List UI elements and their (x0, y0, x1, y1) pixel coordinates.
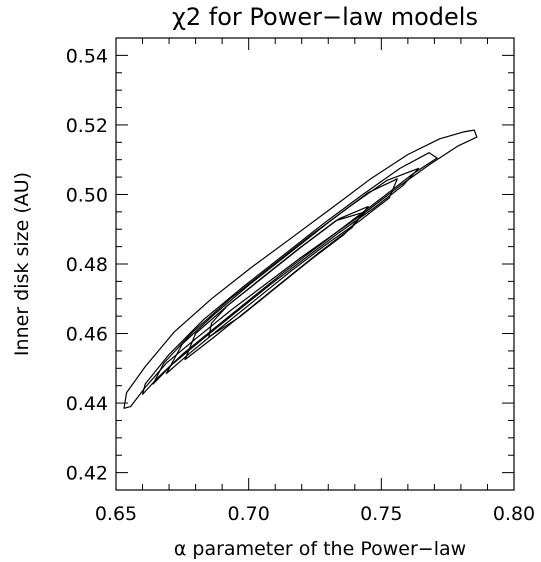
y-tick-label: 0.52 (66, 115, 108, 137)
y-axis-label: Inner disk size (AU) (11, 172, 33, 356)
x-tick-label: 0.65 (95, 503, 137, 525)
contour-level-3 (152, 167, 420, 385)
contour-level-1 (123, 129, 478, 409)
x-tick-label: 0.70 (228, 503, 270, 525)
plot-frame (115, 37, 515, 491)
x-axis-label: α parameter of the Power−law (174, 538, 466, 560)
y-tick-label: 0.42 (66, 463, 108, 485)
contour-lines (123, 129, 478, 409)
contour-level-6 (208, 211, 366, 338)
y-tick-label: 0.54 (66, 45, 108, 67)
contour-level-4 (165, 178, 398, 375)
x-tick-label: 0.80 (493, 503, 535, 525)
y-tick-label: 0.44 (66, 393, 108, 415)
chart-title: χ2 for Power−law models (172, 3, 478, 31)
y-tick-label: 0.46 (66, 324, 108, 346)
x-tick-label: 0.75 (360, 503, 402, 525)
x-axis-tick-labels: 0.65 0.70 0.75 0.80 (95, 503, 535, 525)
x-axis-ticks (115, 38, 515, 490)
y-tick-label: 0.48 (66, 254, 108, 276)
y-axis-tick-labels: 0.42 0.44 0.46 0.48 0.50 0.52 0.54 (66, 45, 108, 484)
contour-level-2 (141, 152, 438, 395)
y-tick-label: 0.50 (66, 184, 108, 206)
y-axis-ticks (116, 37, 514, 491)
